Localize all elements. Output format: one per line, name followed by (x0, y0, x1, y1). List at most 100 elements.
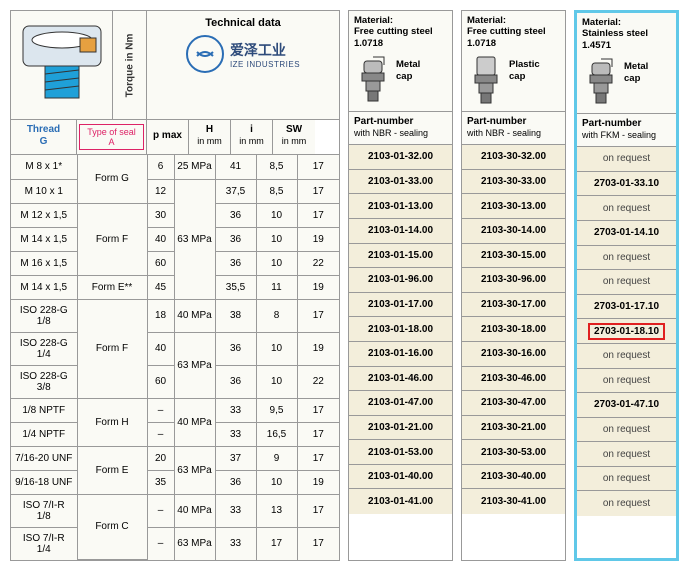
partnumber-cell: on request (577, 147, 676, 172)
i-cell: 9,5 (256, 398, 297, 422)
sw-cell: 19 (297, 227, 339, 251)
thread-cell: 9/16-18 UNF (11, 470, 77, 494)
partnumber-cell: on request (577, 491, 676, 516)
thread-diagram (11, 11, 113, 119)
logo-en: IZE INDUSTRIES (230, 60, 300, 69)
cap-label: Metalcap (396, 55, 420, 82)
thread-cell: M 14 x 1,5 (11, 275, 77, 299)
h-cell: 33 (215, 422, 256, 446)
sw-cell: 17 (297, 398, 339, 422)
partnumber-cell: 2103-30-46.00 (462, 367, 565, 392)
torque-cell: – (147, 527, 174, 560)
partnumber-cell: 2103-01-16.00 (349, 342, 452, 367)
data-table: M 8 x 1*Form G625 MPa418,517M 10 x 11263… (11, 155, 339, 560)
cap-label: Metalcap (624, 57, 648, 84)
torque-cell: – (147, 494, 174, 527)
partnumber-cell: 2103-30-96.00 (462, 268, 565, 293)
seal-cell: Form H (77, 398, 147, 446)
cap-row: Metalcap (349, 53, 452, 112)
torque-cell: 35 (147, 470, 174, 494)
pmax-cell: 40 MPa (174, 299, 215, 332)
material-header: Material:Free cutting steel1.0718 (462, 11, 565, 53)
thread-cell: 1/8 NPTF (11, 398, 77, 422)
sw-cell: 19 (297, 470, 339, 494)
sw-cell: 17 (297, 446, 339, 470)
h-cell: 33 (215, 527, 256, 560)
i-cell: 10 (256, 227, 297, 251)
thread-cell: ISO 228-G 3/8 (11, 365, 77, 398)
partnumber-cell: 2103-30-41.00 (462, 489, 565, 514)
torque-cell: 40 (147, 227, 174, 251)
pmax-cell: 40 MPa (174, 494, 215, 527)
partnumber-cell: on request (577, 418, 676, 443)
h-cell: 36 (215, 365, 256, 398)
thread-cell: M 10 x 1 (11, 179, 77, 203)
cap-label: Plasticcap (509, 55, 540, 82)
thread-cell: ISO 7/I-R 1/8 (11, 494, 77, 527)
torque-cell: – (147, 398, 174, 422)
partnumber-header: Part-numberwith FKM - sealing (577, 114, 676, 147)
i-cell: 10 (256, 203, 297, 227)
seal-cell: Form G (77, 155, 147, 203)
h-cell: 36 (215, 251, 256, 275)
thread-cell: ISO 228-G 1/4 (11, 332, 77, 365)
main-table: Torque in Nm Technical data 爱泽工业 IZE IND… (10, 10, 340, 561)
pmax-cell: 63 MPa (174, 446, 215, 494)
partnumber-cell: 2103-01-47.00 (349, 391, 452, 416)
sw-cell: 19 (297, 275, 339, 299)
partnumber-cell: 2103-01-14.00 (349, 219, 452, 244)
h-cell: 33 (215, 494, 256, 527)
logo-icon (186, 35, 224, 73)
sw-cell: 17 (297, 179, 339, 203)
sw-cell: 17 (297, 155, 339, 179)
col-pmax-header: p max (147, 120, 189, 154)
table-row: 1/8 NPTFForm H–40 MPa339,517 (11, 398, 339, 422)
partnumber-cell: on request (577, 246, 676, 271)
pmax-cell: 63 MPa (174, 332, 215, 398)
partnumber-cell: 2103-01-15.00 (349, 244, 452, 269)
partnumber-cell: 2103-01-33.00 (349, 170, 452, 195)
i-cell: 11 (256, 275, 297, 299)
partnumber-cell: on request (577, 467, 676, 492)
h-cell: 37,5 (215, 179, 256, 203)
torque-cell: 40 (147, 332, 174, 365)
h-cell: 38 (215, 299, 256, 332)
i-cell: 9 (256, 446, 297, 470)
partnumber-cell: 2103-30-18.00 (462, 317, 565, 342)
sw-cell: 17 (297, 299, 339, 332)
sw-cell: 17 (297, 527, 339, 560)
seal-cell: Form F (77, 203, 147, 275)
i-cell: 10 (256, 365, 297, 398)
material-header: Material:Stainless steel1.4571 (577, 13, 676, 55)
torque-label: Torque in Nm (124, 33, 135, 97)
col-thread-header: ThreadG (11, 120, 77, 154)
partnumber-cell: 2103-01-32.00 (349, 145, 452, 170)
torque-header: Torque in Nm (113, 11, 147, 119)
i-cell: 16,5 (256, 422, 297, 446)
col-h-header: Hin mm (189, 120, 231, 154)
partnumber-cell: 2103-30-16.00 (462, 342, 565, 367)
thread-cell: M 12 x 1,5 (11, 203, 77, 227)
material-columns: Material:Free cutting steel1.0718 Metalca… (348, 10, 679, 561)
partnumber-cell: 2103-01-53.00 (349, 440, 452, 465)
i-cell: 10 (256, 470, 297, 494)
thread-cell: M 8 x 1* (11, 155, 77, 179)
i-cell: 10 (256, 251, 297, 275)
col-sw-header: SWin mm (273, 120, 315, 154)
partnumber-header: Part-numberwith NBR - sealing (462, 112, 565, 145)
thread-cell: 7/16-20 UNF (11, 446, 77, 470)
partnumber-cell: 2703-01-47.10 (577, 393, 676, 418)
col-i-header: iin mm (231, 120, 273, 154)
table-row: ISO 228-G 1/44063 MPa361019 (11, 332, 339, 365)
torque-cell: 12 (147, 179, 174, 203)
partnumber-cell: 2103-01-41.00 (349, 489, 452, 514)
seal-cell: Form E (77, 446, 147, 494)
pmax-cell: 63 MPa (174, 179, 215, 299)
thread-cell: M 14 x 1,5 (11, 227, 77, 251)
i-cell: 8 (256, 299, 297, 332)
material-column: Material:Free cutting steel1.0718Plastic… (461, 10, 566, 561)
tech-data-header: Technical data 爱泽工业 IZE INDUSTRIES (147, 11, 339, 119)
torque-cell: 60 (147, 251, 174, 275)
logo-text: 爱泽工业 IZE INDUSTRIES (230, 40, 300, 69)
partnumber-cell: 2103-30-40.00 (462, 465, 565, 490)
